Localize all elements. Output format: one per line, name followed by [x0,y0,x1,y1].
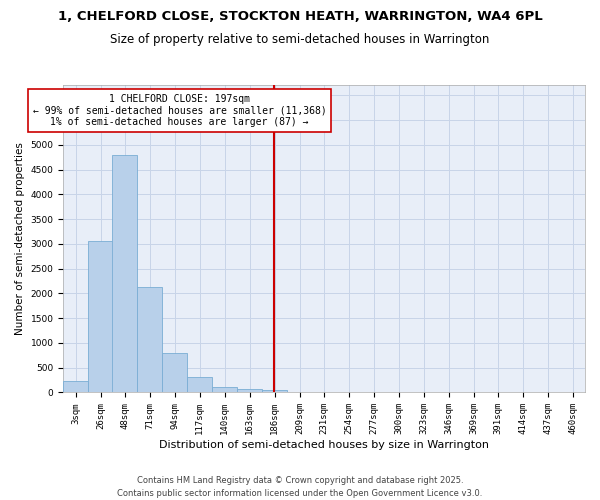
X-axis label: Distribution of semi-detached houses by size in Warrington: Distribution of semi-detached houses by … [159,440,489,450]
Text: Contains HM Land Registry data © Crown copyright and database right 2025.
Contai: Contains HM Land Registry data © Crown c… [118,476,482,498]
Bar [88,241,113,392]
Bar [137,286,162,393]
Bar [162,353,187,393]
Bar [212,387,237,392]
Bar [112,155,137,392]
Bar [262,390,287,392]
Text: Size of property relative to semi-detached houses in Warrington: Size of property relative to semi-detach… [110,32,490,46]
Text: 1, CHELFORD CLOSE, STOCKTON HEATH, WARRINGTON, WA4 6PL: 1, CHELFORD CLOSE, STOCKTON HEATH, WARRI… [58,10,542,23]
Text: 1 CHELFORD CLOSE: 197sqm
← 99% of semi-detached houses are smaller (11,368)
1% o: 1 CHELFORD CLOSE: 197sqm ← 99% of semi-d… [33,94,326,127]
Bar [187,378,212,392]
Y-axis label: Number of semi-detached properties: Number of semi-detached properties [15,142,25,336]
Bar [63,381,88,392]
Bar [237,389,262,392]
